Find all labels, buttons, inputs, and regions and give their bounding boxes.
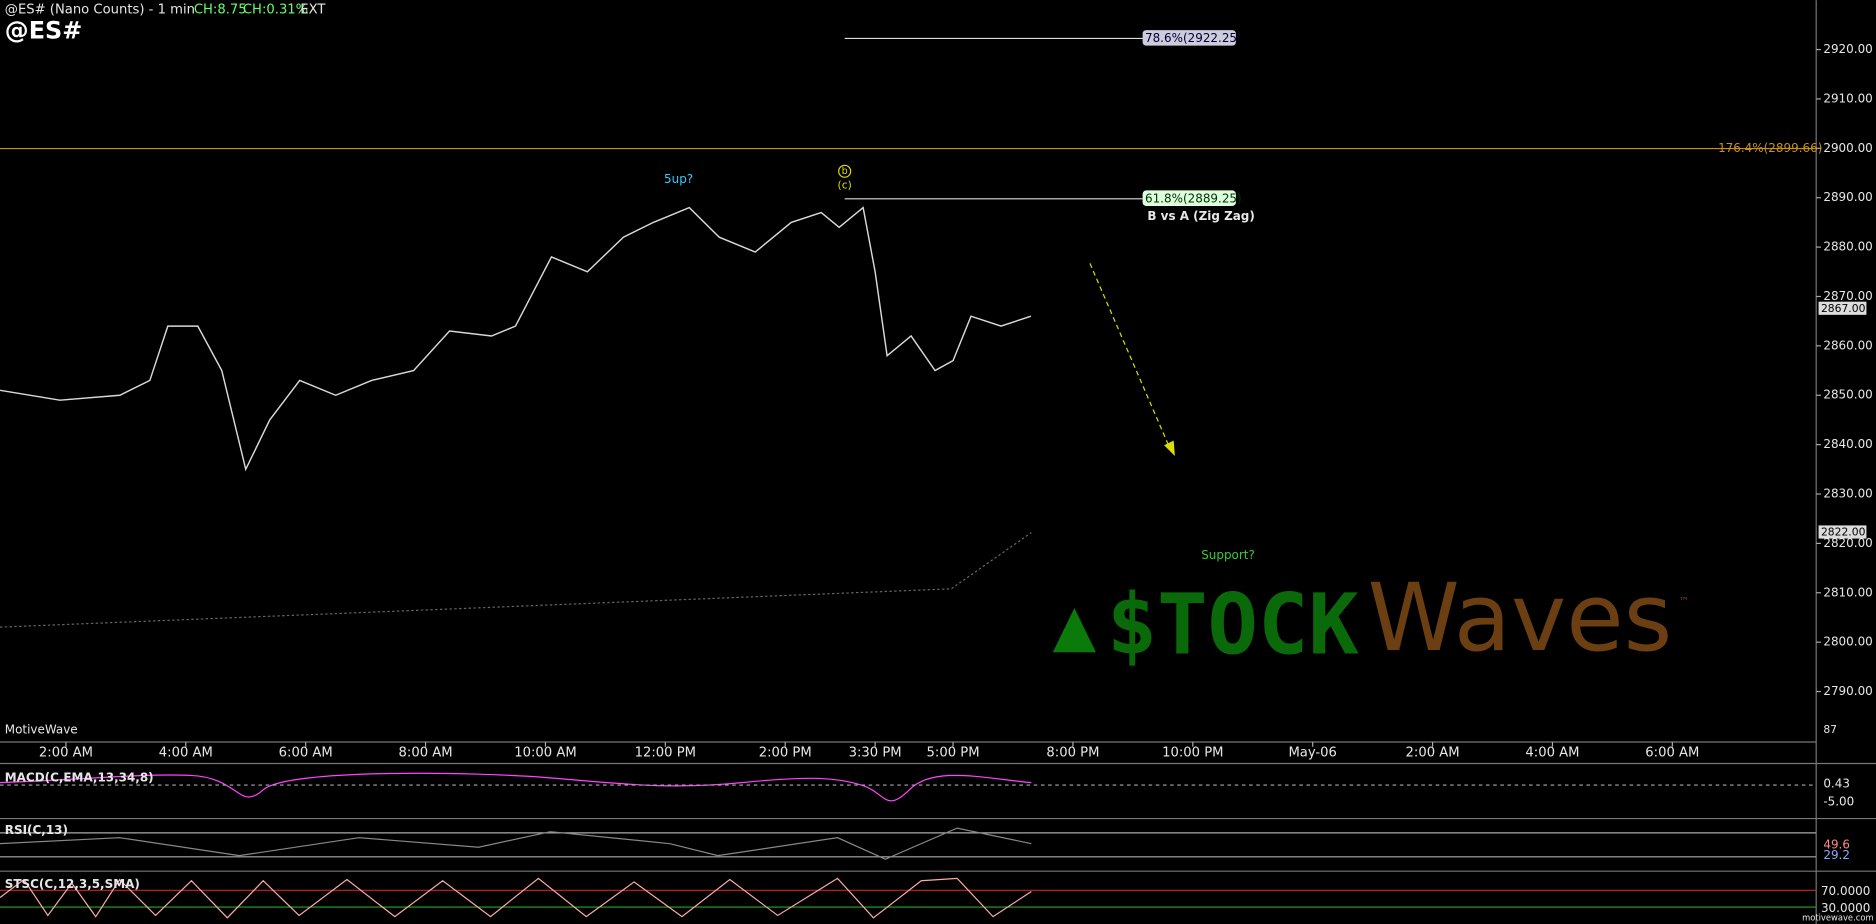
projection-arrow xyxy=(1089,263,1171,450)
y-tick-label: 2860.00 xyxy=(1823,338,1872,352)
x-tick-label: 8:00 AM xyxy=(399,746,453,761)
y-tick-label: 2900.00 xyxy=(1823,141,1872,155)
indicator-label: MACD(C,EMA,13,34,8) xyxy=(5,770,154,784)
x-tick-label: 12:00 PM xyxy=(635,746,696,761)
price-tag xyxy=(1818,525,1867,539)
x-tick-label: 10:00 PM xyxy=(1162,746,1223,761)
session: EXT xyxy=(300,3,326,18)
fib-tag xyxy=(1142,190,1236,206)
macd-line xyxy=(0,772,1032,802)
price-line xyxy=(0,206,1032,472)
footer: motivewave.com xyxy=(1802,912,1874,922)
x-tick-label: 4:00 AM xyxy=(159,746,213,761)
x-tick-label: May-06 xyxy=(1288,746,1336,761)
x-tick-label: 6:00 AM xyxy=(279,746,333,761)
x-tick-label: 2:00 AM xyxy=(39,746,93,761)
y-tick-label: 2820.00 xyxy=(1823,536,1872,550)
logo-triangle xyxy=(1052,607,1096,653)
y-tick-label: 2890.00 xyxy=(1823,190,1872,204)
x-tick-label: 3:30 PM xyxy=(849,746,902,761)
x-tick-label: 2:00 PM xyxy=(759,746,812,761)
indicator-level: -5.00 xyxy=(1823,794,1854,808)
indicator-label: STSC(C,12,3,5,SMA) xyxy=(5,877,140,891)
wave-label: b xyxy=(842,166,848,177)
y-tick-label: 2920.00 xyxy=(1823,42,1872,56)
indicators: MACD(C,EMA,13,34,8) 0.43 -5.00 RSI(C,13)… xyxy=(0,762,1876,922)
x-tick-label: 2:00 AM xyxy=(1406,746,1460,761)
y-tick-label: 2910.00 xyxy=(1823,91,1872,105)
support-label: Support? xyxy=(1201,548,1255,562)
y-tick-label: 2850.00 xyxy=(1823,388,1872,402)
y-tick-label: 2790.00 xyxy=(1823,684,1872,698)
trend-line xyxy=(0,532,1032,628)
logo-waves: Waves xyxy=(1368,564,1673,673)
watermark: MotiveWave xyxy=(5,723,78,737)
logo-stock: $TOCK xyxy=(1107,576,1360,674)
price-plot: 2790.00 2800.00 2810.00 2820.00 2830.00 2840.… xyxy=(0,42,1873,761)
x-tick-label: 8:00 PM xyxy=(1046,746,1099,761)
indicator-level: 30.0000 xyxy=(1821,901,1870,915)
price-tag-label: 2867.00 xyxy=(1821,302,1866,315)
price-tag-label: 2822.00 xyxy=(1821,526,1866,539)
indicator-level: 70.0000 xyxy=(1821,884,1870,898)
fib-tag xyxy=(1142,30,1236,46)
fib-label: 78.6%(2922.25) xyxy=(1145,31,1242,45)
arrow-head xyxy=(1164,440,1175,457)
wave-label: 5up? xyxy=(664,172,693,186)
wave-label: (c) xyxy=(838,179,852,192)
volume-label: 87 xyxy=(1823,723,1837,736)
x-tick-label: 4:00 AM xyxy=(1525,746,1579,761)
y-tick-label: 2870.00 xyxy=(1823,289,1872,303)
price-tag xyxy=(1818,301,1867,315)
indicator-label: RSI(C,13) xyxy=(5,823,68,837)
wave-circle xyxy=(838,164,852,178)
zigzag-label: B vs A (Zig Zag) xyxy=(1147,209,1254,223)
x-tick-label: 5:00 PM xyxy=(927,746,980,761)
y-tick-label: 2830.00 xyxy=(1823,487,1872,501)
stoch-line xyxy=(0,877,1032,919)
x-tick-label: 6:00 AM xyxy=(1645,746,1699,761)
y-tick-label: 2810.00 xyxy=(1823,585,1872,599)
change-pct: CH:0.31% xyxy=(243,3,308,18)
symbol: @ES# (Nano Counts) - 1 min xyxy=(5,3,195,18)
fib-label: 61.8%(2889.25) xyxy=(1145,191,1242,205)
y-tick-label: 2840.00 xyxy=(1823,437,1872,451)
fib-label: 176.4%(2899.66) xyxy=(1718,141,1822,155)
logo-tm: ™ xyxy=(1679,595,1690,608)
ticker: @ES# xyxy=(5,16,83,44)
indicator-level: 49.6 xyxy=(1823,837,1850,851)
indicator-level: 0.43 xyxy=(1823,776,1850,790)
y-tick-label: 2880.00 xyxy=(1823,240,1872,254)
y-tick-label: 2800.00 xyxy=(1823,635,1872,649)
rsi-line xyxy=(0,827,1032,860)
indicator-level: 29.2 xyxy=(1823,848,1850,862)
x-tick-label: 10:00 AM xyxy=(514,746,576,761)
change: CH:8.75 xyxy=(194,3,247,18)
